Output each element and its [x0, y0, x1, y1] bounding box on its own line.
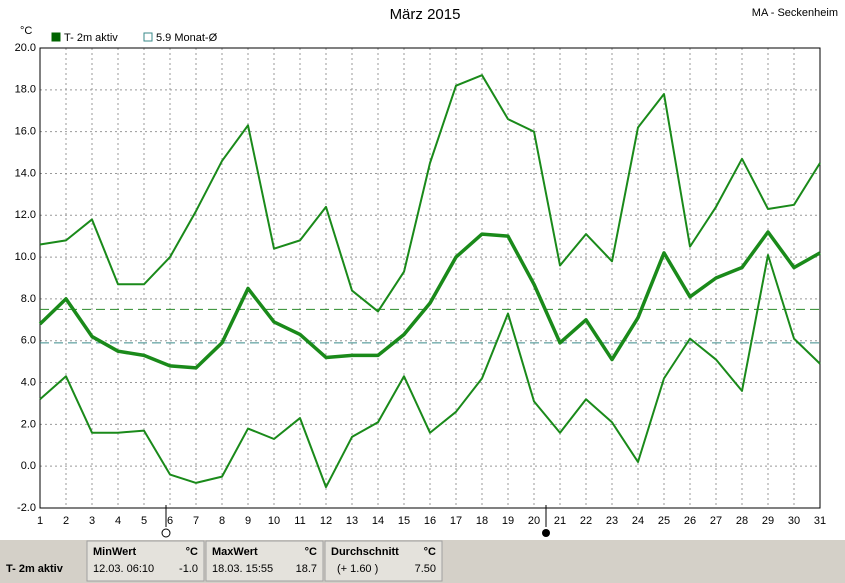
- x-tick-label: 16: [424, 515, 436, 527]
- header: MaxWert: [212, 546, 258, 558]
- cell: [86, 540, 205, 582]
- x-tick-label: 29: [762, 515, 774, 527]
- x-tick-label: 9: [245, 515, 251, 527]
- x-tick-label: 7: [193, 515, 199, 527]
- y-tick-label: 12.0: [15, 209, 36, 221]
- header: Durchschnitt: [331, 546, 399, 558]
- y-tick-label: 4.0: [21, 376, 36, 388]
- x-tick-label: 26: [684, 515, 696, 527]
- x-tick-label: 4: [115, 515, 121, 527]
- chart-title: März 2015: [390, 6, 461, 23]
- x-tick-label: 19: [502, 515, 514, 527]
- y-tick-label: 18.0: [15, 84, 36, 96]
- y-tick-label: -2.0: [17, 502, 36, 514]
- x-tick-label: 28: [736, 515, 748, 527]
- x-tick-label: 10: [268, 515, 280, 527]
- unit: °C: [424, 546, 436, 558]
- x-tick-label: 3: [89, 515, 95, 527]
- time: 12.03. 06:10: [93, 563, 154, 575]
- y-tick-label: 14.0: [15, 167, 36, 179]
- cell: [205, 540, 324, 582]
- x-tick-label: 1: [37, 515, 43, 527]
- y-tick-label: 10.0: [15, 251, 36, 263]
- x-tick-label: 21: [554, 515, 566, 527]
- x-tick-label: 25: [658, 515, 670, 527]
- plot-frame: [39, 47, 821, 509]
- time: (+ 1.60 ): [337, 563, 378, 575]
- x-tick-label: 27: [710, 515, 722, 527]
- unit: °C: [186, 546, 198, 558]
- x-tick-label: 22: [580, 515, 592, 527]
- x-tick-label: 5: [141, 515, 147, 527]
- x-tick-label: 8: [219, 515, 225, 527]
- x-tick-label: 12: [320, 515, 332, 527]
- cell: [324, 540, 443, 582]
- x-tick-label: 14: [372, 515, 384, 527]
- y-tick-label: 2.0: [21, 418, 36, 430]
- y-tick-label: 8.0: [21, 293, 36, 305]
- moon-marker: [542, 529, 550, 537]
- y-unit: °C: [20, 25, 32, 37]
- x-tick-label: 2: [63, 515, 69, 527]
- temperature-line: [39, 254, 821, 489]
- value: 18.7: [296, 563, 317, 575]
- value: 7.50: [415, 563, 436, 575]
- temperature-line: [38, 230, 821, 370]
- x-tick-label: 11: [294, 515, 305, 527]
- y-tick-label: 20.0: [15, 42, 36, 54]
- x-tick-label: 30: [788, 515, 800, 527]
- summary-panel: T- 2m aktiv MinWert °C 12.03. 06:10 -1.0…: [0, 540, 845, 583]
- station: MA - Seckenheim: [752, 7, 838, 19]
- temperature-line: [39, 74, 821, 313]
- x-tick-label: 17: [450, 515, 462, 527]
- moon-marker: [161, 528, 171, 538]
- time: 18.03. 15:55: [212, 563, 273, 575]
- legend-swatch: [51, 32, 61, 42]
- legend-label: 5.9 Monat-Ø: [156, 32, 218, 44]
- header: MinWert: [93, 546, 137, 558]
- x-tick-label: 13: [346, 515, 358, 527]
- legend-swatch: [143, 32, 153, 42]
- y-tick-label: 0.0: [21, 460, 36, 472]
- x-tick-label: 6: [167, 515, 173, 527]
- y-tick-label: 16.0: [15, 126, 36, 138]
- legend: T- 2m aktiv 5.9 Monat-Ø: [51, 32, 218, 44]
- plot: -2.0 0.0 2.0 4.0 6.0 8.0 10.0 12.0 14.0 16.0 18.0 2…: [15, 42, 827, 527]
- x-tick-label: 31: [814, 515, 826, 527]
- y-tick-label: 6.0: [21, 335, 36, 347]
- x-tick-label: 18: [476, 515, 488, 527]
- summary-label: T- 2m aktiv: [6, 563, 64, 575]
- unit: °C: [305, 546, 317, 558]
- x-tick-label: 20: [528, 515, 540, 527]
- x-tick-label: 23: [606, 515, 618, 527]
- x-tick-label: 15: [398, 515, 410, 527]
- x-tick-label: 24: [632, 515, 644, 527]
- value: -1.0: [179, 563, 198, 575]
- legend-label: T- 2m aktiv: [64, 32, 118, 44]
